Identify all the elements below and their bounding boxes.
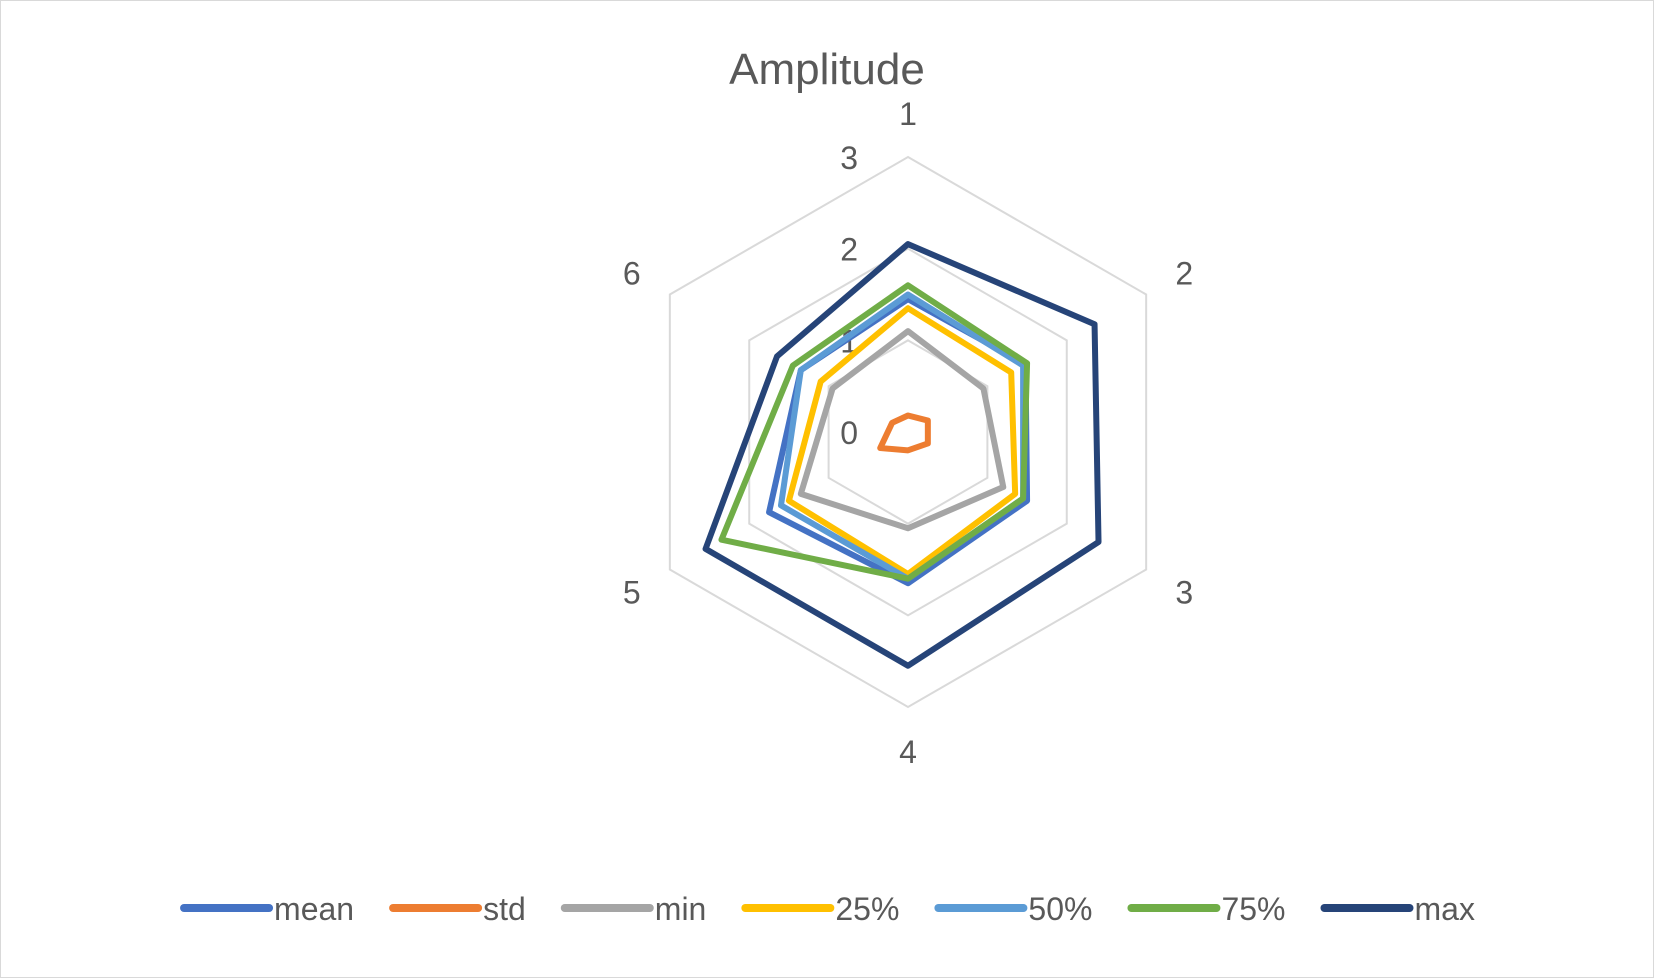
legend-item-75%: 75% (1127, 891, 1285, 927)
legend-label: 75% (1221, 891, 1285, 927)
legend-item-min: min (560, 891, 707, 927)
category-label: 4 (899, 734, 917, 770)
legend-label: min (655, 891, 707, 927)
grid-ring-3 (668, 155, 1148, 709)
series-line-max (702, 241, 1102, 669)
series-line-25% (785, 305, 1019, 578)
category-label: 1 (899, 96, 917, 132)
series-line-std (877, 412, 931, 454)
legend: mean std min 25% 50% 75% max (180, 891, 1475, 927)
legend-label: mean (274, 891, 354, 927)
tick-label: 3 (840, 140, 858, 176)
legend-label: 25% (835, 891, 899, 927)
chart-title: Amplitude (729, 45, 925, 94)
legend-label: max (1414, 891, 1474, 927)
grid-ring-1 (827, 339, 989, 525)
grid-ring-2 (748, 247, 1068, 617)
legend-item-max: max (1320, 891, 1475, 927)
category-label: 2 (1175, 256, 1193, 292)
category-label: 5 (623, 575, 641, 611)
series-line-min (797, 328, 1007, 532)
series-line-75% (718, 282, 1031, 582)
series-layer (702, 241, 1102, 669)
legend-label: std (483, 891, 526, 927)
legend-item-mean: mean (180, 891, 354, 927)
category-labels: 1 2 3 4 5 6 (623, 96, 1193, 770)
category-label: 3 (1175, 575, 1193, 611)
legend-item-std: std (389, 891, 526, 927)
tick-label: 0 (840, 415, 858, 451)
category-label: 6 (623, 256, 641, 292)
legend-item-25%: 25% (741, 891, 899, 927)
radar-grid (668, 155, 1148, 709)
legend-item-50%: 50% (934, 891, 1092, 927)
legend-label: 50% (1028, 891, 1092, 927)
tick-label: 2 (840, 232, 858, 268)
